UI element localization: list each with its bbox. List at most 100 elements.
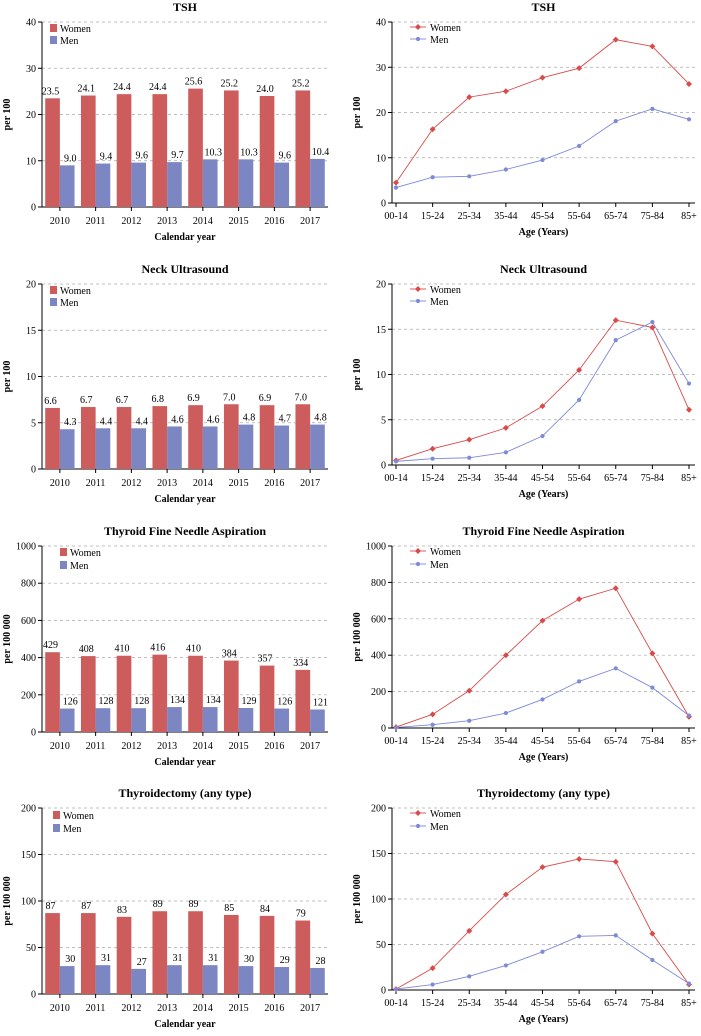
point-men xyxy=(650,319,655,325)
data-label: 84 xyxy=(260,904,270,915)
y-tick-label: 0 xyxy=(31,465,36,476)
bar-women xyxy=(259,665,275,732)
legend-label: Women xyxy=(60,24,91,35)
point-women xyxy=(539,617,546,624)
y-tick-label: 50 xyxy=(26,943,36,954)
y-tick-label: 0 xyxy=(31,203,36,214)
data-label: 9.6 xyxy=(278,151,291,162)
y-tick-label: 0 xyxy=(381,986,386,997)
bar-women xyxy=(295,90,311,207)
point-women xyxy=(429,965,436,972)
legend-label: Women xyxy=(70,548,101,559)
data-label: 429 xyxy=(43,640,58,651)
x-axis-label: Calendar year xyxy=(154,232,216,243)
bar-men xyxy=(131,708,147,732)
chart-title: Thyroid Fine Needle Aspiration xyxy=(462,524,624,538)
bar-men xyxy=(95,163,111,207)
x-tick-label: 65-74 xyxy=(604,473,627,484)
point-women xyxy=(502,88,509,95)
x-tick-label: 2011 xyxy=(86,1003,106,1014)
y-tick-label: 0 xyxy=(31,728,36,739)
x-tick-label: 75-84 xyxy=(641,473,664,484)
data-label: 89 xyxy=(189,899,199,910)
legend-swatch xyxy=(53,811,60,819)
bar-women xyxy=(223,404,239,469)
y-tick-label: 100 xyxy=(371,895,386,906)
bar-men xyxy=(167,707,182,732)
data-label: 4.4 xyxy=(100,416,113,427)
legend-label: Men xyxy=(63,824,81,835)
panel-8: Thyroidectomy (any type) 0 50 100 150 200 per … xyxy=(352,786,697,1025)
bar-men xyxy=(59,429,75,469)
point-women xyxy=(539,864,546,871)
x-tick-label: 55-64 xyxy=(567,736,590,747)
bar-women xyxy=(45,98,60,207)
y-tick-label: 200 xyxy=(371,687,386,698)
x-tick-label: 15-24 xyxy=(421,211,444,222)
bar-women xyxy=(188,655,203,732)
x-tick-label: 35-44 xyxy=(494,211,517,222)
x-tick-label: 45-54 xyxy=(531,998,554,1009)
y-tick-label: 30 xyxy=(26,64,36,75)
x-tick-label: 75-84 xyxy=(641,211,664,222)
data-label: 4.3 xyxy=(64,417,77,428)
y-tick-label: 600 xyxy=(371,614,386,625)
chart-title: Neck Ultrasound xyxy=(141,262,228,276)
x-tick-label: 2016 xyxy=(264,741,284,752)
bar-women xyxy=(152,654,168,732)
y-tick-label: 20 xyxy=(26,280,36,291)
chart-title: Neck Ultrasound xyxy=(500,262,587,276)
point-men xyxy=(613,933,618,938)
y-axis-label: per 100 000 xyxy=(352,612,363,661)
y-tick-label: 20 xyxy=(376,280,386,291)
data-label: 134 xyxy=(170,695,185,706)
bar-women xyxy=(188,405,203,469)
y-tick-label: 5 xyxy=(31,418,36,429)
x-tick-label: 2014 xyxy=(193,741,213,752)
bar-women xyxy=(295,404,311,469)
x-tick-label: 65-74 xyxy=(604,998,627,1009)
y-tick-label: 200 xyxy=(21,690,36,701)
point-men xyxy=(393,725,399,730)
bar-women xyxy=(188,88,203,207)
x-tick-label: 2012 xyxy=(121,478,141,489)
y-tick-label: 600 xyxy=(21,616,36,627)
x-axis-label: Age (Years) xyxy=(519,489,569,500)
x-tick-label: 2017 xyxy=(300,1003,320,1014)
point-women xyxy=(502,891,509,898)
x-tick-label: 2014 xyxy=(193,216,213,227)
legend-marker xyxy=(415,298,421,304)
legend-label: Men xyxy=(430,297,448,308)
x-axis-label: Calendar year xyxy=(154,1019,216,1030)
x-tick-label: 2011 xyxy=(86,216,106,227)
legend-swatch xyxy=(50,286,57,294)
y-tick-label: 200 xyxy=(21,804,36,815)
y-tick-label: 10 xyxy=(26,156,36,167)
panel-7: Thyroidectomy (any type) 0 50 100 150 200 per … xyxy=(2,786,328,1030)
x-tick-label: 2012 xyxy=(121,1003,141,1014)
data-label: 4.7 xyxy=(278,414,291,425)
bar-women xyxy=(116,916,132,994)
x-tick-label: 2013 xyxy=(157,216,177,227)
data-label: 357 xyxy=(258,654,273,665)
data-label: 79 xyxy=(296,909,306,920)
data-label: 24.1 xyxy=(78,84,96,95)
bar-women xyxy=(223,914,239,994)
point-men xyxy=(503,450,508,455)
bar-women xyxy=(223,660,239,732)
point-men xyxy=(430,722,435,727)
point-men xyxy=(577,143,582,149)
data-label: 28 xyxy=(315,956,325,967)
legend-label: Women xyxy=(60,286,91,297)
x-tick-label: 85+ xyxy=(681,998,697,1009)
data-label: 4.6 xyxy=(171,414,184,425)
point-men xyxy=(650,685,655,690)
x-tick-label: 2015 xyxy=(229,216,249,227)
data-label: 9.4 xyxy=(100,152,113,163)
y-tick-label: 800 xyxy=(371,578,386,589)
x-tick-label: 2013 xyxy=(157,1003,177,1014)
point-men xyxy=(613,338,618,343)
point-men xyxy=(613,118,618,124)
legend-label: Men xyxy=(430,35,448,46)
